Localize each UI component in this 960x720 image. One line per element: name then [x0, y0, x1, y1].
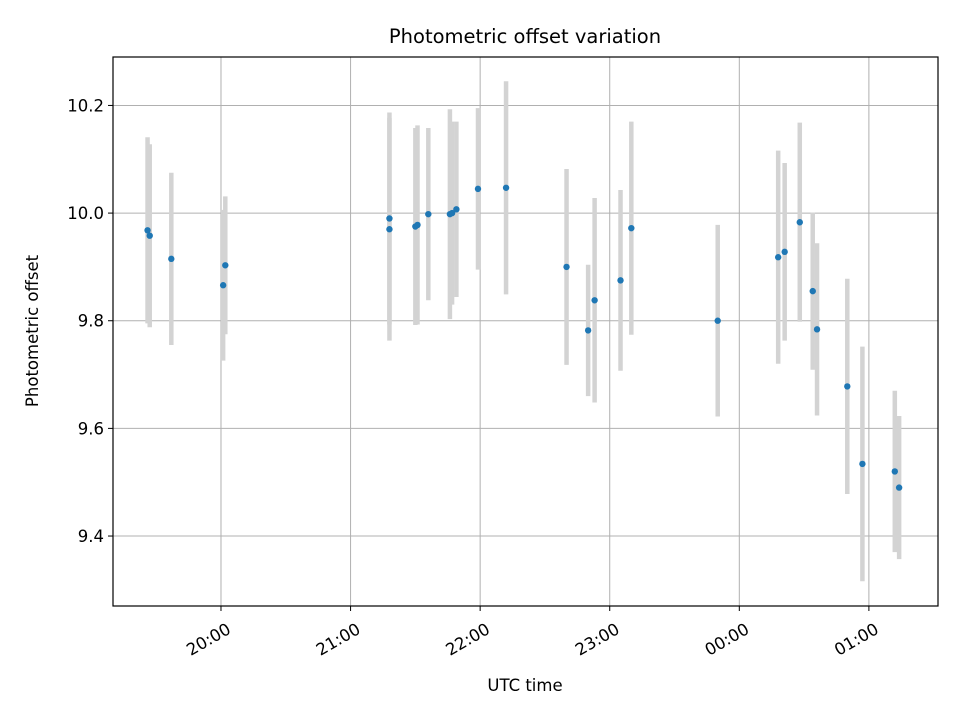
data-point: [146, 232, 153, 239]
data-point: [714, 317, 721, 324]
data-points: [144, 184, 903, 491]
data-point: [617, 277, 624, 284]
data-point: [809, 287, 816, 295]
data-point: [584, 327, 592, 334]
y-axis-label: Photometric offset: [23, 254, 42, 407]
x-tick-label: 20:00: [183, 619, 234, 659]
data-point: [386, 226, 393, 233]
data-point: [563, 263, 570, 271]
data-point: [844, 383, 851, 390]
data-point: [168, 255, 175, 263]
x-axis-label: UTC time: [487, 676, 562, 695]
chart-title: Photometric offset variation: [389, 25, 661, 48]
data-point: [813, 326, 821, 333]
error-bars: [145, 81, 902, 582]
data-point: [222, 262, 229, 269]
data-point: [144, 227, 151, 234]
data-point: [796, 219, 803, 226]
data-point: [502, 184, 510, 191]
x-tick-label: 01:00: [831, 619, 882, 659]
data-point: [628, 224, 635, 232]
x-tick-label: 21:00: [313, 619, 364, 659]
data-point: [386, 215, 393, 222]
data-point: [774, 254, 782, 261]
x-tick-label: 00:00: [702, 619, 753, 659]
data-point: [425, 210, 432, 218]
y-tick-label: 10.2: [67, 96, 104, 115]
y-tick-label: 10.0: [67, 204, 104, 223]
data-point: [474, 185, 482, 193]
data-point: [591, 297, 598, 304]
plot-frame: [112, 56, 939, 607]
y-tick-label: 9.8: [78, 312, 104, 331]
data-point: [891, 468, 899, 475]
data-point: [448, 209, 456, 217]
data-point: [781, 248, 788, 256]
data-point: [414, 221, 421, 229]
data-point: [859, 460, 866, 468]
x-tick-label: 23:00: [572, 619, 623, 659]
x-tick-label: 22:00: [442, 619, 493, 659]
x-axis-ticks: 20:00 21:00 22:00 23:00 00:00 01:00: [183, 606, 882, 660]
data-point: [895, 484, 903, 491]
y-tick-label: 9.4: [78, 527, 104, 546]
data-point: [453, 206, 460, 213]
y-axis-ticks: 9.4 9.6 9.8 10.0 10.2: [67, 96, 113, 546]
data-point: [219, 282, 227, 289]
y-tick-label: 9.6: [78, 419, 104, 438]
